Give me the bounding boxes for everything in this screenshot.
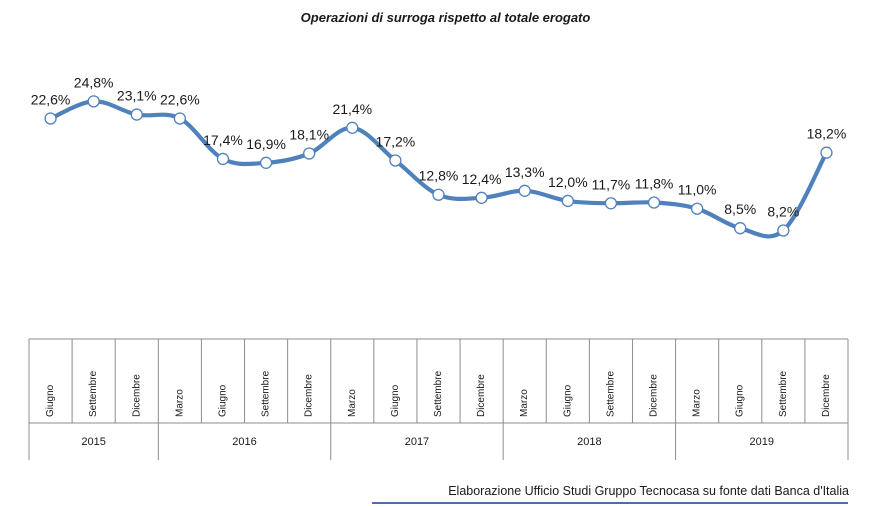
data-label: 8,2% <box>767 204 799 220</box>
category-tick-label: Marzo <box>347 389 358 417</box>
year-tick-label: 2019 <box>750 436 774 448</box>
data-point <box>346 121 359 134</box>
data-label: 13,3% <box>505 164 545 180</box>
category-tick-label: Settembre <box>778 370 789 417</box>
year-tick-label: 2018 <box>577 436 601 448</box>
data-marker-layer <box>44 95 833 237</box>
data-label: 12,8% <box>419 168 459 184</box>
category-tick-label: Dicembre <box>649 374 660 417</box>
chart-title: Operazioni di surroga rispetto al totale… <box>300 10 591 25</box>
data-label: 24,8% <box>74 74 114 90</box>
data-label: 8,5% <box>724 201 756 217</box>
category-axis-grid <box>28 338 849 460</box>
data-point <box>44 112 57 125</box>
data-point <box>389 154 402 167</box>
category-tick-label: Giugno <box>735 384 746 417</box>
category-tick-label: Giugno <box>45 384 56 417</box>
data-label: 18,2% <box>807 126 847 142</box>
category-tick-label: Marzo <box>174 389 185 417</box>
category-label-layer: Giugno Settembre Dicembre Marzo Giugno Settem… <box>45 370 832 417</box>
category-tick-label: Marzo <box>519 389 530 417</box>
data-point <box>604 197 618 210</box>
data-label: 22,6% <box>160 91 200 107</box>
category-tick-label: Dicembre <box>821 374 832 417</box>
data-point <box>216 152 230 166</box>
data-label: 17,2% <box>376 133 416 149</box>
category-tick-label: Settembre <box>88 370 99 417</box>
data-label: 12,0% <box>548 174 588 190</box>
category-tick-label: Settembre <box>433 370 444 417</box>
data-label: 12,4% <box>462 171 502 187</box>
data-point <box>303 147 316 160</box>
data-label: 11,8% <box>635 175 674 191</box>
data-point <box>130 108 143 121</box>
data-point <box>777 224 790 237</box>
category-tick-label: Marzo <box>692 389 703 417</box>
data-point <box>690 202 704 215</box>
bottom-rule <box>372 502 848 504</box>
data-point <box>87 95 100 108</box>
data-label: 11,0% <box>678 182 717 198</box>
year-label-layer: 2015 2016 2017 2018 2019 <box>81 436 774 448</box>
category-tick-label: Dicembre <box>476 374 487 417</box>
data-label: 16,9% <box>246 136 286 152</box>
data-point <box>734 222 747 235</box>
data-label: 23,1% <box>117 88 157 104</box>
data-label: 17,4% <box>203 132 243 148</box>
data-point <box>475 191 488 204</box>
category-tick-label: Giugno <box>562 384 573 417</box>
year-tick-label: 2015 <box>81 436 105 448</box>
category-tick-label: Settembre <box>605 370 616 417</box>
data-label: 11,7% <box>592 176 631 192</box>
data-point <box>820 146 833 159</box>
category-tick-label: Giugno <box>390 384 401 417</box>
data-point <box>647 196 661 209</box>
data-point <box>432 188 445 201</box>
data-label: 21,4% <box>332 101 372 117</box>
data-point <box>561 194 574 208</box>
data-label: 18,1% <box>289 126 329 142</box>
data-label: 22,6% <box>31 91 71 107</box>
data-label-layer: 22,6%24,8%23,1% 22,6%17,4% 16,9%18,1%21,4%… <box>31 74 847 219</box>
category-tick-label: Giugno <box>217 384 228 417</box>
data-point <box>518 184 531 197</box>
source-note: Elaborazione Ufficio Studi Gruppo Tecnoc… <box>448 484 849 498</box>
data-point <box>259 156 273 169</box>
category-tick-label: Dicembre <box>131 374 142 417</box>
category-tick-label: Settembre <box>261 370 272 417</box>
year-tick-label: 2017 <box>405 436 429 448</box>
year-tick-label: 2016 <box>232 436 256 448</box>
data-point <box>173 112 187 125</box>
category-tick-label: Dicembre <box>304 374 315 417</box>
